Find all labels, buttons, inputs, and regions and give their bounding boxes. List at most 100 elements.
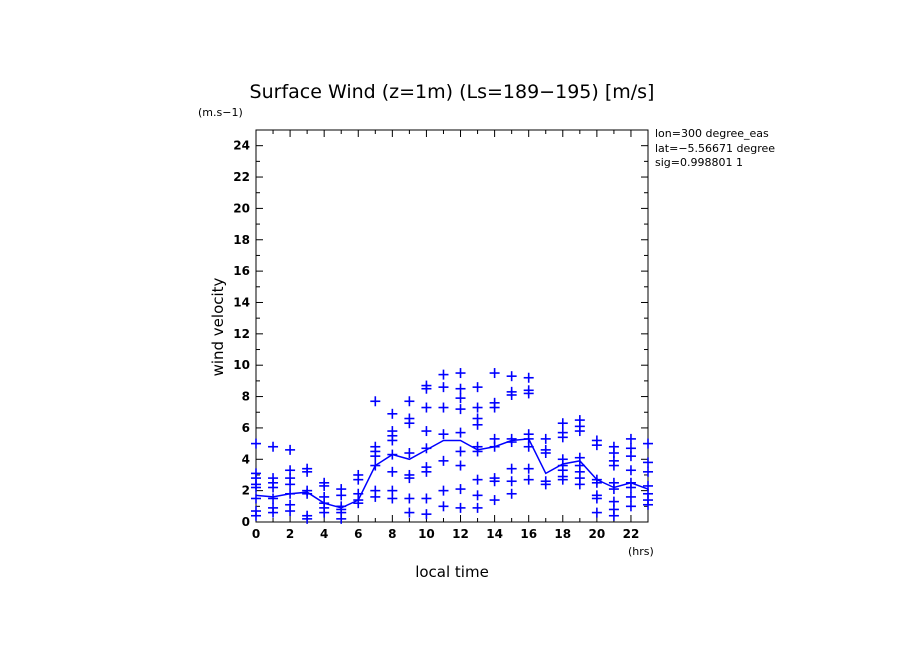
data-point xyxy=(506,463,517,474)
x-tick-label: 0 xyxy=(252,527,260,541)
x-unit-label: (hrs) xyxy=(628,545,654,558)
data-point xyxy=(523,372,534,383)
data-point xyxy=(455,460,466,471)
y-tick-label: 22 xyxy=(233,170,250,184)
data-point xyxy=(438,429,449,440)
y-tick-label: 4 xyxy=(242,452,250,466)
data-point xyxy=(643,457,653,468)
y-tick-label: 16 xyxy=(233,264,250,278)
data-point xyxy=(404,448,415,459)
x-tick-label: 18 xyxy=(554,527,571,541)
data-point xyxy=(251,493,261,504)
data-point xyxy=(643,499,653,510)
plot-frame xyxy=(255,129,649,523)
data-point xyxy=(404,396,415,407)
data-point xyxy=(387,408,398,419)
data-point xyxy=(625,491,636,502)
y-tick-label: 24 xyxy=(233,139,250,153)
data-point xyxy=(421,509,432,520)
data-point xyxy=(421,493,432,504)
marks-layer xyxy=(251,368,653,524)
data-point xyxy=(404,493,415,504)
y-tick-label: 2 xyxy=(242,484,250,498)
info-line-sig: sig=0.998801 1 xyxy=(655,156,743,169)
data-point xyxy=(302,513,313,524)
x-tick-label: 4 xyxy=(320,527,328,541)
data-point xyxy=(438,501,449,512)
data-point xyxy=(455,393,466,404)
data-point xyxy=(574,479,585,490)
data-point xyxy=(268,482,279,493)
data-point xyxy=(353,474,364,485)
data-point xyxy=(472,502,483,513)
data-point xyxy=(421,402,432,413)
data-point xyxy=(387,466,398,477)
y-tick-label: 0 xyxy=(242,515,250,529)
info-line-lon: lon=300 degree_eas xyxy=(655,127,769,140)
data-point xyxy=(404,473,415,484)
data-point xyxy=(472,402,483,413)
data-point xyxy=(625,451,636,462)
data-point xyxy=(455,383,466,394)
data-point xyxy=(438,369,449,380)
y-tick-label: 18 xyxy=(233,233,250,247)
x-tick-label: 10 xyxy=(418,527,435,541)
data-point xyxy=(540,448,551,459)
data-point xyxy=(455,502,466,513)
data-point xyxy=(455,404,466,415)
data-point xyxy=(557,474,568,485)
y-tick-label: 6 xyxy=(242,421,250,435)
data-point xyxy=(523,388,534,399)
data-point xyxy=(251,510,261,521)
data-point xyxy=(557,432,568,443)
data-point xyxy=(574,426,585,437)
x-tick-label: 2 xyxy=(286,527,294,541)
y-axis-label: wind velocity xyxy=(209,277,227,376)
data-point xyxy=(319,480,330,491)
data-point xyxy=(489,402,500,413)
data-point xyxy=(370,451,381,462)
data-point xyxy=(268,507,279,518)
x-tick-label: 8 xyxy=(388,527,396,541)
data-point xyxy=(251,438,261,449)
y-tick-label: 12 xyxy=(233,327,250,341)
data-point xyxy=(472,446,483,457)
data-point xyxy=(608,484,619,495)
data-point xyxy=(608,510,619,521)
data-point xyxy=(540,479,551,490)
data-point xyxy=(251,482,261,493)
data-point xyxy=(421,466,432,477)
data-point xyxy=(319,507,330,518)
data-point xyxy=(506,488,517,499)
x-tick-label: 6 xyxy=(354,527,362,541)
data-point xyxy=(455,446,466,457)
data-point xyxy=(438,455,449,466)
data-point xyxy=(472,419,483,430)
data-point xyxy=(472,490,483,501)
data-point xyxy=(268,441,279,452)
x-tick-label: 16 xyxy=(520,527,537,541)
data-point xyxy=(370,396,381,407)
data-point xyxy=(285,506,296,517)
data-point xyxy=(643,438,653,449)
data-point xyxy=(404,418,415,429)
data-point xyxy=(591,493,602,504)
data-point xyxy=(421,426,432,437)
data-point xyxy=(438,402,449,413)
data-point xyxy=(421,383,432,394)
x-tick-label: 12 xyxy=(452,527,469,541)
data-point xyxy=(336,513,347,524)
data-point xyxy=(455,368,466,379)
data-point xyxy=(591,440,602,451)
chart-title: Surface Wind (z=1m) (Ls=189−195) [m/s] xyxy=(250,81,655,103)
data-point xyxy=(643,466,653,477)
data-point xyxy=(370,491,381,502)
data-point xyxy=(455,427,466,438)
data-point xyxy=(302,466,313,477)
data-point xyxy=(506,389,517,400)
data-point xyxy=(489,476,500,487)
data-point xyxy=(557,418,568,429)
info-line-lat: lat=−5.56671 degree xyxy=(655,142,775,155)
